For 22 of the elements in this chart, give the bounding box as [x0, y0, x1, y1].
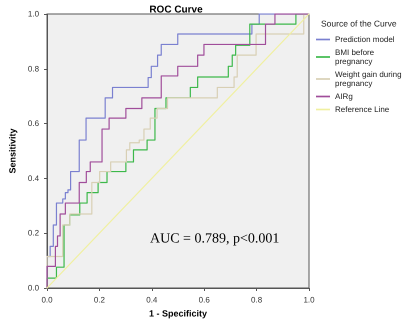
annotation: AUC = 0.789, p<0.001: [150, 232, 280, 246]
x-tick-label: 0.2: [94, 296, 106, 304]
x-axis-title: 1 - Specificity: [148, 308, 208, 318]
legend-label: BMI before pregnancy: [335, 48, 376, 66]
legend-label: Prediction model: [335, 35, 395, 44]
x-tick-label: 1.0: [303, 296, 316, 304]
y-tick-label: 0.8: [28, 64, 40, 74]
chart-title: ROC Curve: [149, 4, 204, 16]
legend-label: Weight gain during pregnancy: [335, 70, 404, 88]
x-tick-label: 0.0: [41, 296, 54, 304]
y-tick-label: 0.6: [28, 119, 40, 128]
legend-label: AIRg: [335, 92, 353, 101]
y-axis-title: Sensitivity: [8, 128, 18, 174]
y-tick-label: 0.2: [28, 228, 40, 238]
y-tick-label: 0.4: [28, 174, 40, 183]
x-tick-label: 0.6: [198, 296, 210, 304]
x-tick-label: 0.8: [251, 296, 263, 304]
x-tick-label: 0.4: [146, 296, 158, 304]
y-tick-label: 1.0: [28, 10, 40, 18]
legend-label: Reference Line: [335, 105, 390, 114]
legend-title: Source of the Curve: [321, 18, 397, 28]
y-tick-label: 0.0: [28, 284, 40, 292]
